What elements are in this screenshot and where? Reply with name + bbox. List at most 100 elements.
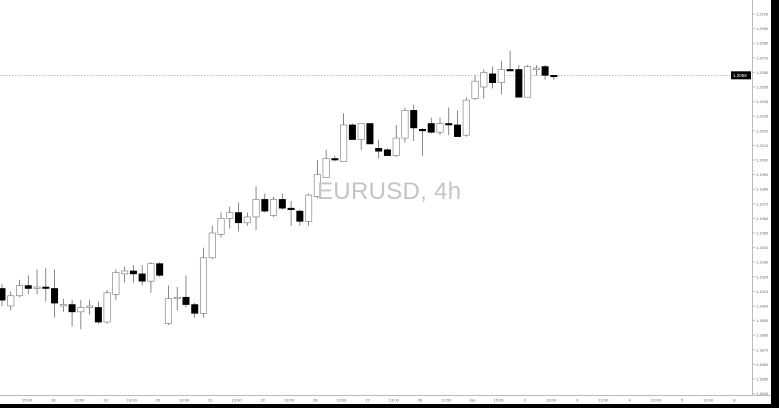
time-tick-label: 13:00 xyxy=(389,398,400,403)
current-price-label: 1.2058 xyxy=(733,73,747,78)
time-tick-label: 3 xyxy=(576,398,579,403)
candle-bull[interactable] xyxy=(313,174,321,197)
right-border xyxy=(771,0,779,408)
candle-bear[interactable] xyxy=(94,307,102,323)
time-tick-label: 13:00 xyxy=(179,398,190,403)
candle-bull[interactable] xyxy=(471,80,479,99)
candle-bull[interactable] xyxy=(208,232,216,259)
candle-bull[interactable] xyxy=(226,212,234,219)
candle-bear[interactable] xyxy=(427,123,435,133)
candle-bull[interactable] xyxy=(401,110,409,139)
candle-bear[interactable] xyxy=(278,199,286,209)
price-tick-label: 1.1880 xyxy=(756,333,769,338)
price-tick-label: 1.1850 xyxy=(756,377,769,382)
price-tick-label: 1.2000 xyxy=(756,158,769,163)
candle-bear[interactable] xyxy=(550,75,558,78)
candle-bull[interactable] xyxy=(497,69,505,83)
candle-bear[interactable] xyxy=(366,123,374,145)
time-tick-label: 2 xyxy=(524,398,527,403)
candle-bull[interactable] xyxy=(436,123,444,133)
candle-bull[interactable] xyxy=(173,296,181,299)
candle-bull[interactable] xyxy=(270,199,278,216)
candle-bear[interactable] xyxy=(506,69,514,72)
candle-bear[interactable] xyxy=(42,286,50,289)
candle-bear[interactable] xyxy=(296,210,304,222)
price-tick-label: 1.1840 xyxy=(756,391,769,396)
candle-bear[interactable] xyxy=(489,73,497,83)
price-tick-label: 1.1980 xyxy=(756,187,769,192)
candle-bull[interactable] xyxy=(462,99,470,136)
time-tick-label: 15:00 xyxy=(494,398,505,403)
candle-bull[interactable] xyxy=(7,295,15,307)
candle-bear[interactable] xyxy=(410,110,418,129)
candle-bear[interactable] xyxy=(156,263,164,276)
time-tick-label: 19 xyxy=(103,398,108,403)
candle-bear[interactable] xyxy=(541,66,549,76)
candle-bull[interactable] xyxy=(252,199,260,218)
candle-bear[interactable] xyxy=(331,158,339,161)
time-tick-label: 13:00 xyxy=(127,398,138,403)
current-price-label-box xyxy=(731,71,751,80)
candle-bear[interactable] xyxy=(287,207,295,210)
candle-bull[interactable] xyxy=(199,257,207,314)
candle-bull[interactable] xyxy=(121,270,129,275)
candle-bear[interactable] xyxy=(182,296,190,305)
candle-bear[interactable] xyxy=(24,285,32,289)
candle-bull[interactable] xyxy=(480,72,488,88)
price-tick-label: 1.2090 xyxy=(756,26,769,31)
time-tick-label: 21 xyxy=(208,398,213,403)
candle-bear[interactable] xyxy=(51,288,59,304)
price-tick-label: 1.1910 xyxy=(756,289,769,294)
time-tick-label: 8 xyxy=(733,398,736,403)
time-tick-label: 20 xyxy=(156,398,161,403)
candle-bull[interactable] xyxy=(33,286,41,289)
candle-bull[interactable] xyxy=(340,124,348,162)
price-tick-label: 1.1920 xyxy=(756,274,769,279)
candle-bull[interactable] xyxy=(217,218,225,235)
symbol-watermark: EURUSD, 4h xyxy=(317,178,462,205)
candle-bull[interactable] xyxy=(357,123,365,140)
price-tick-label: 1.1940 xyxy=(756,245,769,250)
candle-bull[interactable] xyxy=(59,304,67,307)
time-tick-label: 18 xyxy=(51,398,56,403)
price-tick-label: 1.2030 xyxy=(756,114,769,119)
time-tick-label: 13:00 xyxy=(284,398,295,403)
candle-bear[interactable] xyxy=(383,149,391,156)
time-tick-label: 27 xyxy=(365,398,370,403)
candle-bull[interactable] xyxy=(392,137,400,156)
candle-bull[interactable] xyxy=(16,285,24,297)
candle-bull[interactable] xyxy=(243,216,251,224)
candle-bear[interactable] xyxy=(454,124,462,137)
candle-bear[interactable] xyxy=(0,288,6,301)
candle-bear[interactable] xyxy=(129,270,137,275)
candle-bear[interactable] xyxy=(515,69,523,98)
candle-bear[interactable] xyxy=(191,304,199,314)
time-tick-label: 26 xyxy=(313,398,318,403)
candle-bull[interactable] xyxy=(164,298,172,324)
candle-bear[interactable] xyxy=(375,148,383,152)
price-tick-label: 1.1930 xyxy=(756,260,769,265)
candle-bear[interactable] xyxy=(68,304,76,313)
bottom-border xyxy=(0,404,779,408)
price-tick-label: 1.2010 xyxy=(756,143,769,148)
candle-bull[interactable] xyxy=(103,292,111,323)
candle-bear[interactable] xyxy=(418,129,426,132)
candle-bull[interactable] xyxy=(305,194,313,222)
candle-bear[interactable] xyxy=(235,212,243,224)
price-tick-label: 1.1900 xyxy=(756,304,769,309)
candle-bull[interactable] xyxy=(147,263,155,282)
candle-bear[interactable] xyxy=(445,123,453,126)
candle-bull[interactable] xyxy=(524,66,532,98)
price-tick-label: 1.2040 xyxy=(756,99,769,104)
candle-bull[interactable] xyxy=(112,272,120,295)
candle-bull[interactable] xyxy=(322,158,330,178)
candle-bull[interactable] xyxy=(532,67,540,70)
candle-bear[interactable] xyxy=(261,199,269,212)
candle-bear[interactable] xyxy=(138,273,146,282)
time-tick-label: 13:00 xyxy=(546,398,557,403)
candle-bull[interactable] xyxy=(77,307,85,313)
candle-bull[interactable] xyxy=(86,305,94,308)
candle-bear[interactable] xyxy=(348,124,356,140)
time-tick-label: 13:00 xyxy=(336,398,347,403)
